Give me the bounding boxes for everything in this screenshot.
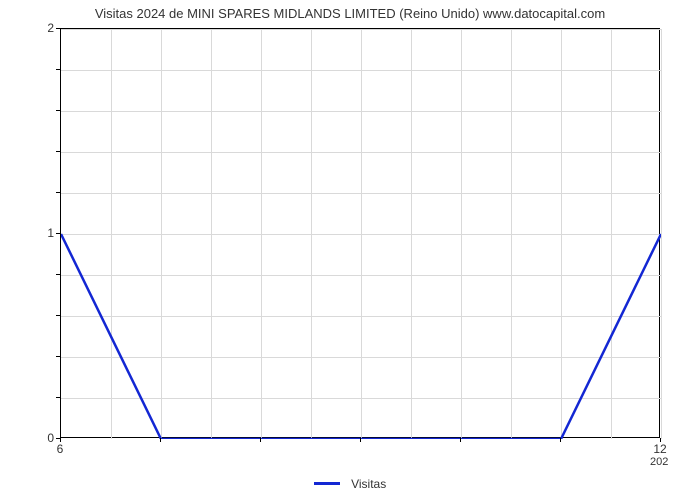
y-tick-mark [56,151,60,152]
x-tick-mark [560,438,561,442]
grid-line-v [661,29,662,439]
x-tick-label: 12 [653,442,666,456]
legend-swatch [314,482,340,485]
y-tick-mark [56,274,60,275]
y-tick-mark [56,110,60,111]
y-tick-mark [56,233,60,234]
x-sub-label: 202 [650,456,668,468]
y-tick-mark [56,397,60,398]
y-tick-mark [56,315,60,316]
x-tick-mark [460,438,461,442]
legend: Visitas [0,476,700,491]
plot-area [60,28,660,438]
legend-label: Visitas [351,477,386,491]
y-tick-label: 2 [24,21,54,35]
y-tick-mark [56,28,60,29]
y-tick-mark [56,356,60,357]
y-tick-mark [56,192,60,193]
x-tick-mark [160,438,161,442]
y-tick-mark [56,69,60,70]
chart-title: Visitas 2024 de MINI SPARES MIDLANDS LIM… [0,6,700,21]
x-tick-mark [260,438,261,442]
x-tick-mark [360,438,361,442]
x-tick-label: 6 [57,442,64,456]
y-tick-label: 1 [24,226,54,240]
y-tick-label: 0 [24,431,54,445]
line-series [61,29,661,439]
